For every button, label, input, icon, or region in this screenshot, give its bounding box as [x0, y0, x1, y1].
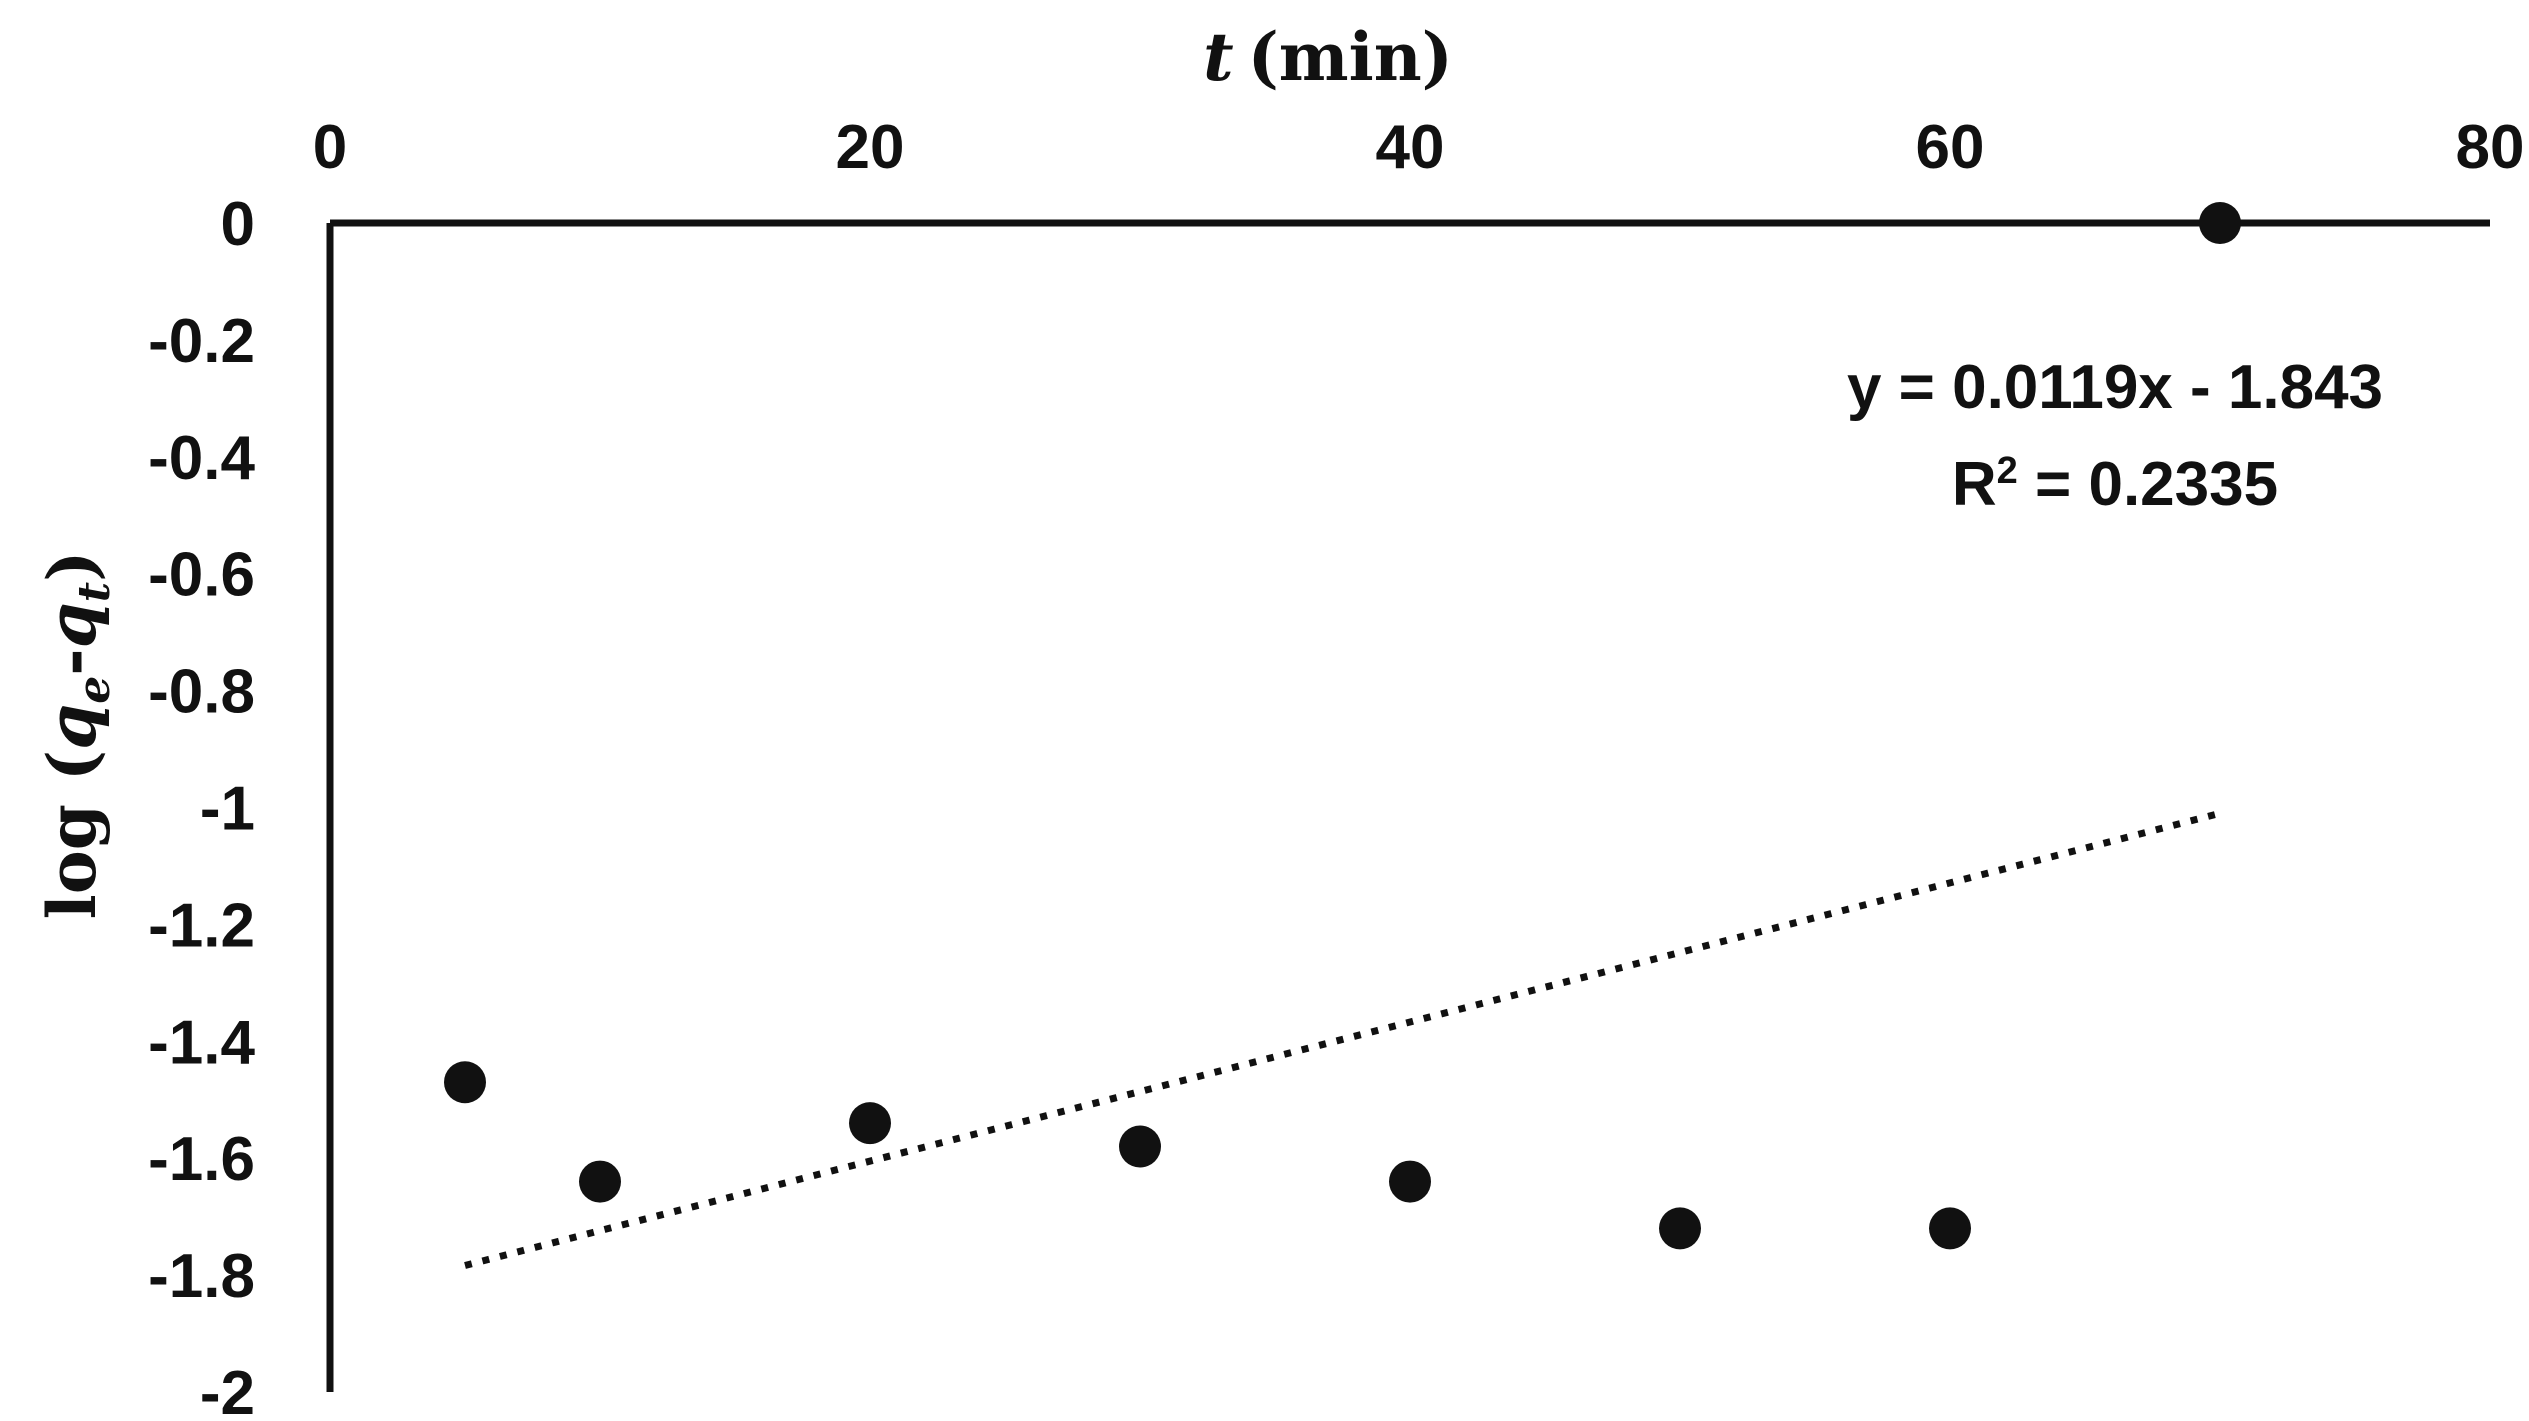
data-point — [1659, 1207, 1701, 1250]
labels-layer: 0 20 40 60 80 0 -0.2 -0.4 -0.6 -0.8 -1 -1.2 -1.4 -1.6… — [148, 113, 2524, 1421]
y-tick-label: -1.2 — [148, 891, 255, 960]
trendline-layer — [464, 809, 2221, 1269]
y-tick-label: -0.2 — [148, 307, 255, 376]
trendline — [464, 809, 2221, 1269]
y-tick-label: -0.8 — [148, 658, 255, 727]
x-tick-label: 40 — [1376, 113, 1445, 182]
data-point — [1389, 1160, 1431, 1203]
y-tick-label: -1.6 — [148, 1125, 255, 1194]
data-point — [2199, 202, 2241, 244]
y-tick-label: -1.8 — [148, 1242, 255, 1311]
y-tick-label: -1 — [200, 775, 255, 844]
y-tick-label: -1.4 — [148, 1008, 255, 1077]
data-point — [579, 1160, 621, 1203]
axes-layer — [326, 219, 2490, 1392]
y-axis-title: log (qe-qt) — [33, 551, 120, 920]
trendline-equation: y = 0.0119x - 1.843 — [1847, 353, 2383, 422]
points-layer — [444, 202, 2241, 1250]
x-tick-label: 0 — [313, 113, 347, 182]
x-tick-label: 80 — [2456, 113, 2525, 182]
x-tick-label: 20 — [836, 113, 905, 182]
y-tick-label: 0 — [221, 190, 255, 259]
data-point — [849, 1102, 891, 1145]
data-point — [444, 1061, 486, 1104]
y-tick-label: -0.6 — [148, 541, 255, 610]
data-point — [1929, 1207, 1971, 1250]
y-tick-label: -2 — [200, 1359, 255, 1421]
data-point — [1119, 1125, 1161, 1168]
x-axis-title: t (min) — [1203, 18, 1453, 96]
y-tick-label: -0.4 — [148, 424, 255, 493]
r-squared-label: R2 = 0.2335 — [1952, 450, 2278, 519]
x-tick-label: 60 — [1916, 113, 1985, 182]
